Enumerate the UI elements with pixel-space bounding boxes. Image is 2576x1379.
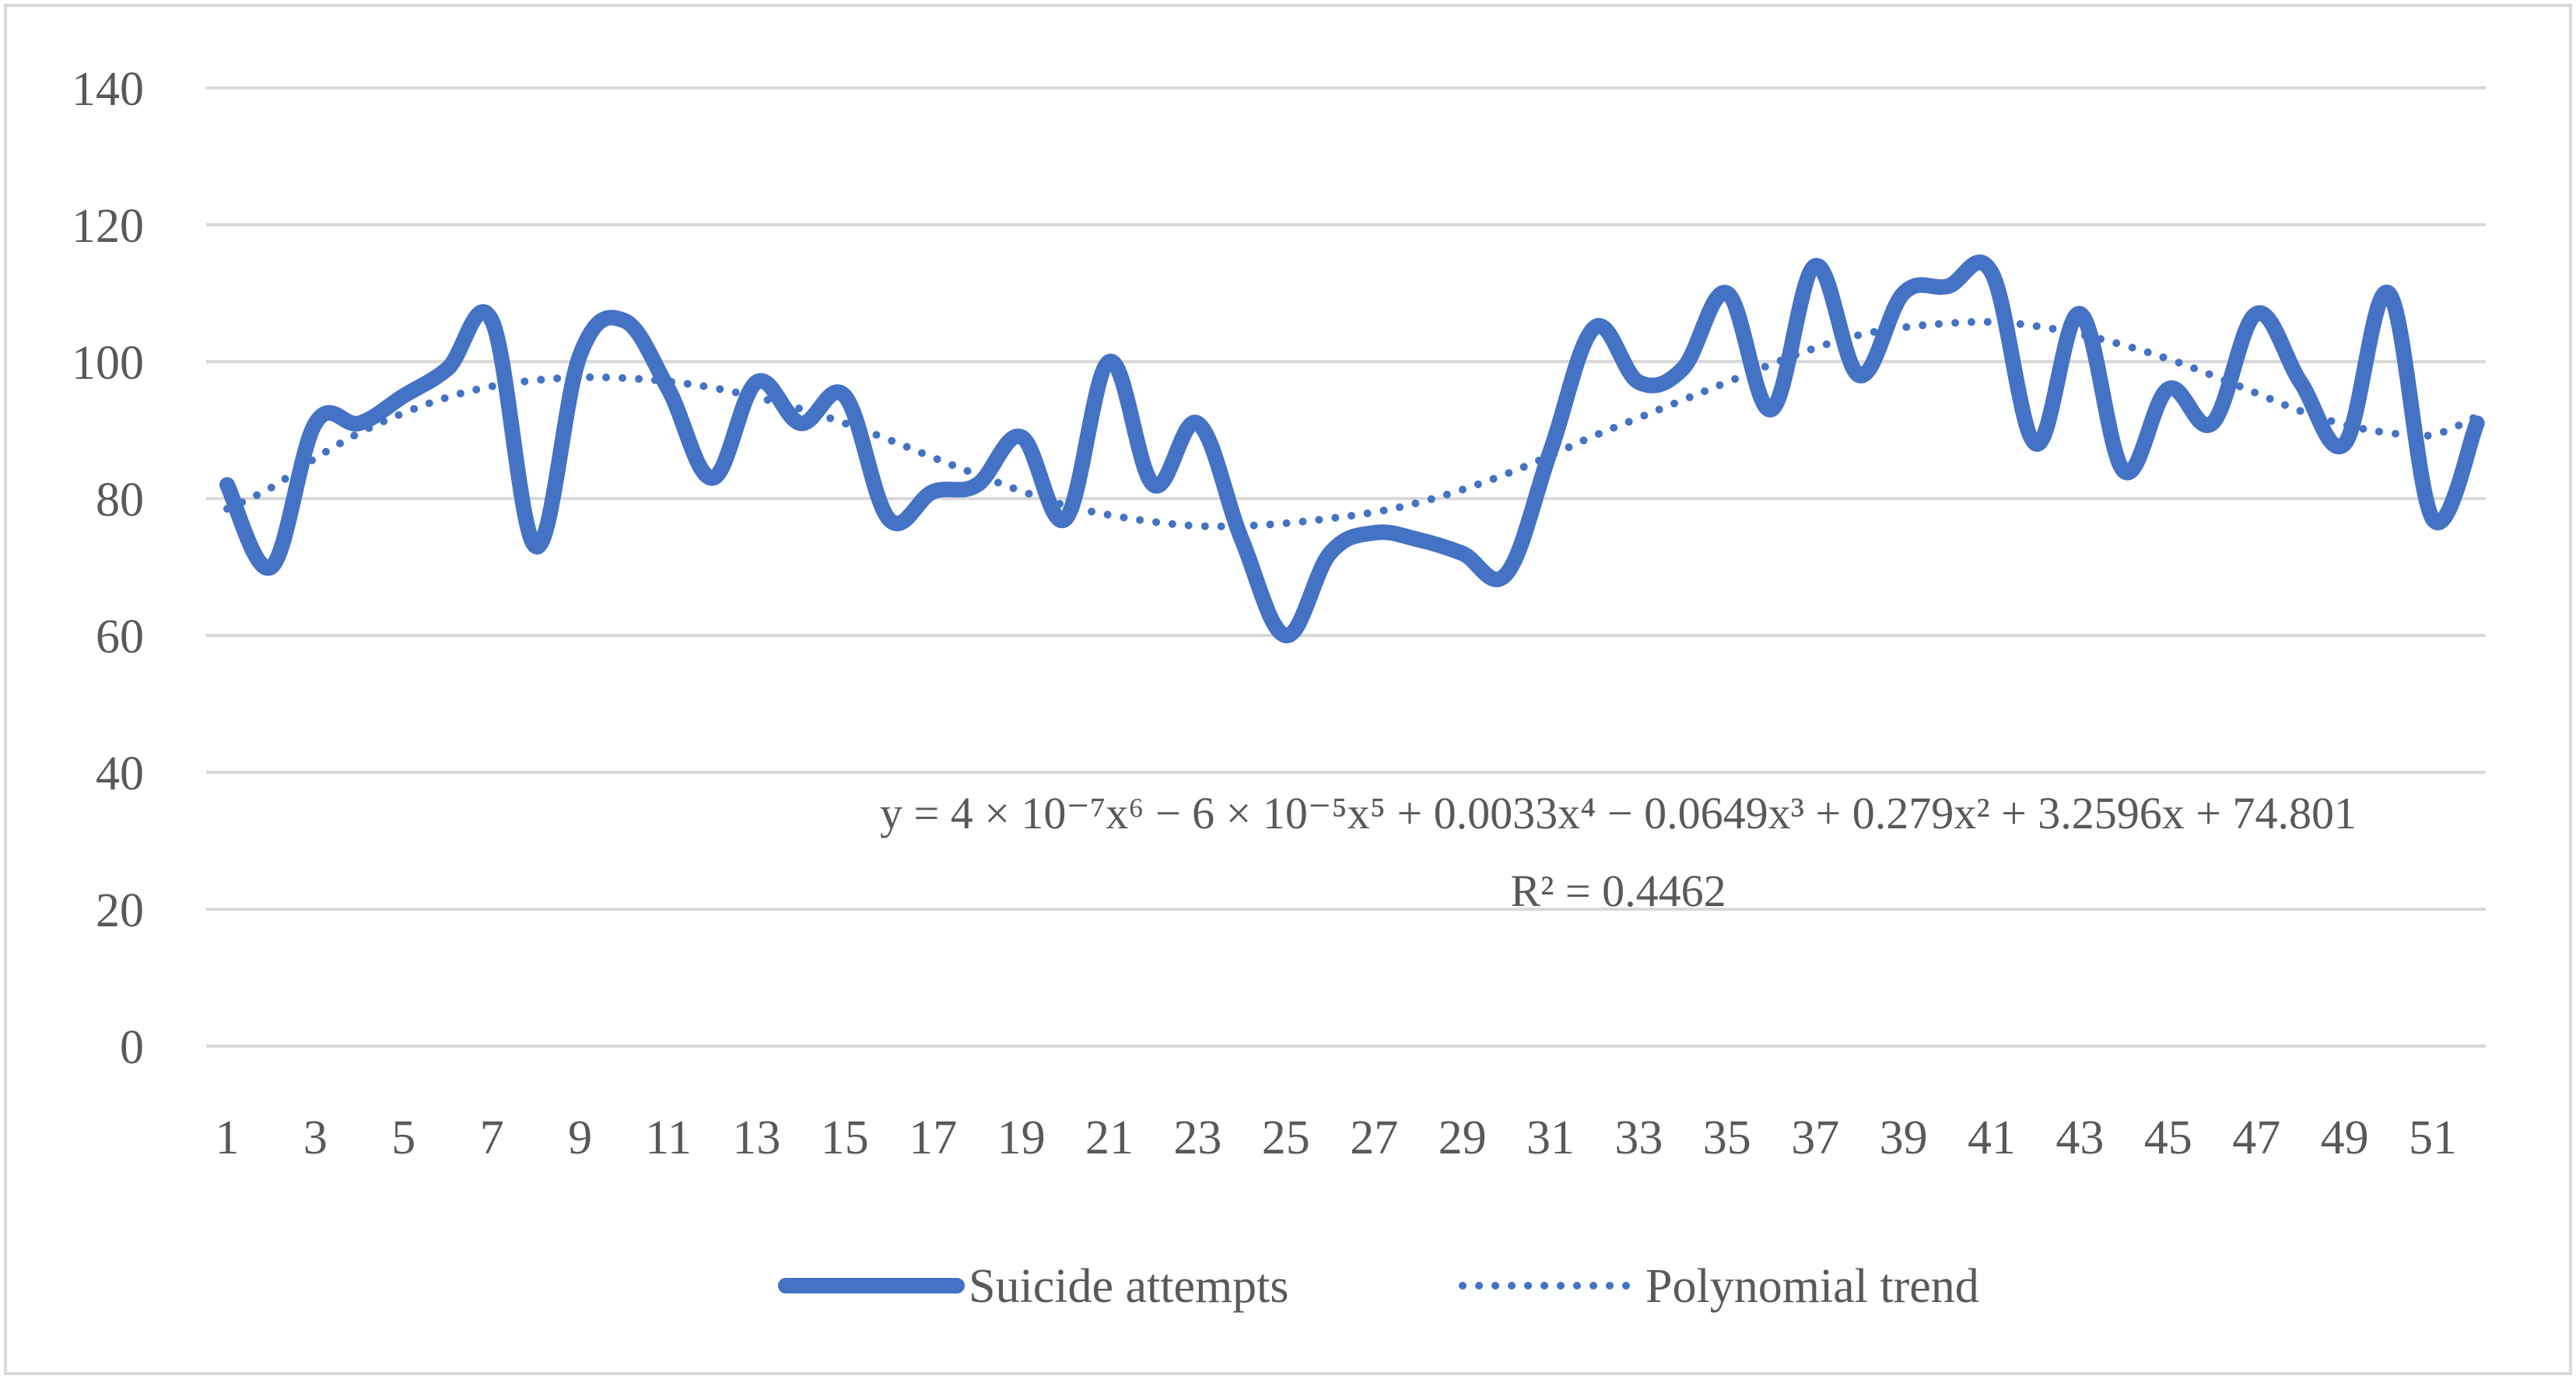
y-tick-label: 80 xyxy=(96,474,144,527)
x-tick-label: 43 xyxy=(2056,1111,2104,1164)
legend-label-polynomial-trend: Polynomial trend xyxy=(1645,1260,1979,1313)
legend: Suicide attempts Polynomial trend xyxy=(778,1260,1979,1313)
x-tick-label: 31 xyxy=(1526,1111,1575,1164)
x-tick-label: 25 xyxy=(1262,1111,1310,1164)
y-tick-label: 140 xyxy=(72,63,144,116)
series-line-polynomial-trend xyxy=(223,317,2481,530)
x-tick-label: 11 xyxy=(645,1111,692,1164)
x-axis-ticks: 1 3 5 7 9 11 13 15 17 19 21 23 25 27 29 31 33 35 37 39 41 43 4… xyxy=(216,1111,2458,1164)
x-tick-label: 39 xyxy=(1880,1111,1928,1164)
x-tick-label: 47 xyxy=(2232,1111,2280,1164)
x-tick-label: 23 xyxy=(1173,1111,1221,1164)
x-tick-label: 1 xyxy=(216,1111,240,1164)
trendline-equation: y = 4 × 10⁻⁷x⁶ − 6 × 10⁻⁵x⁵ + 0.0033x⁴ −… xyxy=(880,788,2357,838)
legend-label-suicide-attempts: Suicide attempts xyxy=(969,1260,1289,1313)
x-tick-label: 19 xyxy=(997,1111,1046,1164)
x-tick-label: 7 xyxy=(480,1111,504,1164)
x-tick-label: 35 xyxy=(1703,1111,1751,1164)
x-tick-label: 9 xyxy=(568,1111,592,1164)
x-tick-label: 51 xyxy=(2409,1111,2457,1164)
x-tick-label: 45 xyxy=(2144,1111,2192,1164)
x-tick-label: 37 xyxy=(1791,1111,1839,1164)
x-tick-label: 5 xyxy=(391,1111,415,1164)
series-line-suicide-attempts xyxy=(219,254,2485,643)
y-tick-label: 20 xyxy=(96,884,144,937)
y-tick-label: 40 xyxy=(96,747,144,800)
x-tick-label: 17 xyxy=(909,1111,957,1164)
x-tick-label: 41 xyxy=(1968,1111,2016,1164)
y-tick-label: 100 xyxy=(72,337,144,390)
x-tick-label: 49 xyxy=(2321,1111,2369,1164)
x-tick-label: 27 xyxy=(1350,1111,1398,1164)
x-tick-label: 3 xyxy=(303,1111,328,1164)
y-axis-ticks: 0 20 40 60 80 100 120 140 xyxy=(72,63,144,1074)
x-tick-label: 13 xyxy=(732,1111,780,1164)
trendline-r-squared: R² = 0.4462 xyxy=(1510,866,1726,916)
x-tick-label: 33 xyxy=(1614,1111,1663,1164)
y-tick-label: 0 xyxy=(120,1021,144,1074)
series-layer xyxy=(219,254,2485,643)
x-tick-label: 21 xyxy=(1085,1111,1134,1164)
chart-border xyxy=(4,4,2572,1375)
y-tick-label: 120 xyxy=(72,200,144,253)
x-tick-label: 15 xyxy=(821,1111,869,1164)
gridlines xyxy=(206,86,2486,1048)
x-tick-label: 29 xyxy=(1439,1111,1487,1164)
y-tick-label: 60 xyxy=(96,611,144,663)
